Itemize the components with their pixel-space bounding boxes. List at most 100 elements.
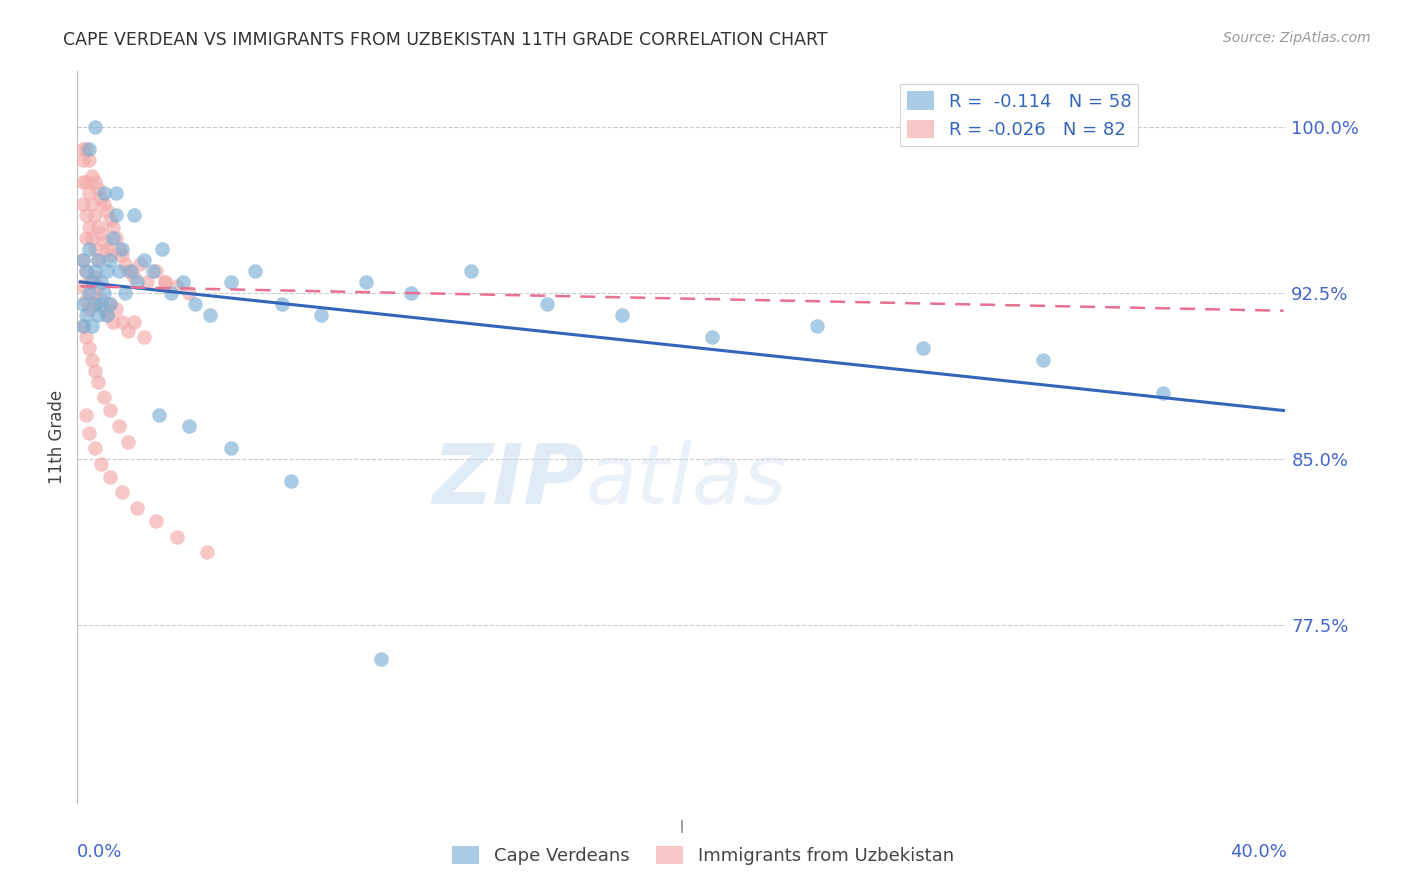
Point (79, 301, 101, 316)
Text: CAPE VERDEAN VS IMMIGRANTS FROM UZBEKISTAN 11TH GRADE CORRELATION CHART: CAPE VERDEAN VS IMMIGRANTS FROM UZBEKIST… (63, 31, 828, 49)
Point (399, 285, 422, 300)
Point (72, 279, 94, 293)
Point (90, 275, 112, 289)
Point (270, 297, 292, 311)
Point (79, 425, 101, 440)
Point (84, 363, 107, 377)
Point (72, 297, 94, 311)
Point (243, 264, 266, 278)
Point (536, 297, 558, 311)
Point (129, 257, 152, 271)
Point (172, 275, 194, 289)
Point (79, 242, 101, 256)
Point (460, 264, 482, 278)
Point (79, 342, 101, 356)
Point (183, 297, 205, 311)
Point (132, 330, 155, 344)
Point (111, 242, 134, 256)
Point (100, 403, 122, 417)
Point (177, 285, 200, 300)
Point (700, 330, 723, 344)
Point (610, 308, 633, 322)
Point (72, 252, 94, 267)
Point (79, 275, 101, 289)
Point (103, 230, 125, 244)
Text: ZIP: ZIP (433, 441, 585, 522)
Y-axis label: 11th Grade: 11th Grade (48, 390, 66, 484)
Point (75, 175, 97, 189)
Text: 0.0%: 0.0% (77, 843, 122, 861)
Point (72, 175, 94, 189)
Point (87, 308, 110, 322)
Point (105, 230, 128, 244)
Point (219, 275, 242, 289)
Point (93, 390, 115, 404)
Point (132, 252, 155, 267)
Point (84, 175, 107, 189)
Point (82, 352, 104, 367)
Point (87, 279, 110, 293)
Point (100, 252, 122, 267)
Point (108, 242, 131, 256)
Point (84, 297, 107, 311)
Point (75, 264, 97, 278)
Point (72, 153, 94, 167)
Point (117, 434, 139, 449)
Point (84, 209, 107, 223)
Point (72, 197, 94, 211)
Point (105, 186, 128, 201)
Point (79, 142, 101, 156)
Text: Source: ZipAtlas.com: Source: ZipAtlas.com (1223, 31, 1371, 45)
Point (84, 297, 107, 311)
Point (100, 248, 122, 262)
Point (82, 197, 104, 211)
Point (72, 319, 94, 334)
Point (1152, 385, 1174, 400)
Point (105, 209, 128, 223)
Point (219, 441, 242, 455)
Point (111, 485, 134, 500)
Point (195, 545, 218, 559)
Point (354, 275, 377, 289)
Point (93, 285, 115, 300)
Point (84, 270, 107, 285)
Point (96, 308, 118, 322)
Point (72, 142, 94, 156)
Point (153, 275, 176, 289)
Point (93, 186, 115, 201)
Point (75, 308, 97, 322)
Point (75, 330, 97, 344)
Point (150, 242, 173, 256)
Point (82, 275, 104, 289)
Legend: R =  -0.114   N = 58, R = -0.026   N = 82: R = -0.114 N = 58, R = -0.026 N = 82 (900, 84, 1139, 146)
Point (280, 475, 302, 489)
Text: atlas: atlas (585, 441, 787, 522)
Point (103, 219, 125, 234)
Point (93, 197, 115, 211)
Point (79, 153, 101, 167)
Point (198, 308, 221, 322)
Point (96, 308, 118, 322)
Point (124, 270, 146, 285)
Point (166, 530, 188, 544)
Point (72, 319, 94, 334)
Point (82, 285, 104, 300)
Point (111, 248, 134, 262)
Point (111, 315, 134, 329)
Point (806, 319, 828, 334)
Point (1032, 352, 1054, 367)
Point (100, 212, 122, 227)
Point (75, 209, 97, 223)
Point (127, 275, 149, 289)
Point (84, 441, 107, 455)
Point (114, 257, 136, 271)
Point (90, 191, 112, 205)
Point (87, 219, 110, 234)
Point (75, 408, 97, 422)
Point (79, 219, 101, 234)
Point (75, 142, 97, 156)
Point (145, 514, 167, 528)
Point (96, 264, 118, 278)
Point (100, 470, 122, 484)
Point (82, 230, 104, 244)
